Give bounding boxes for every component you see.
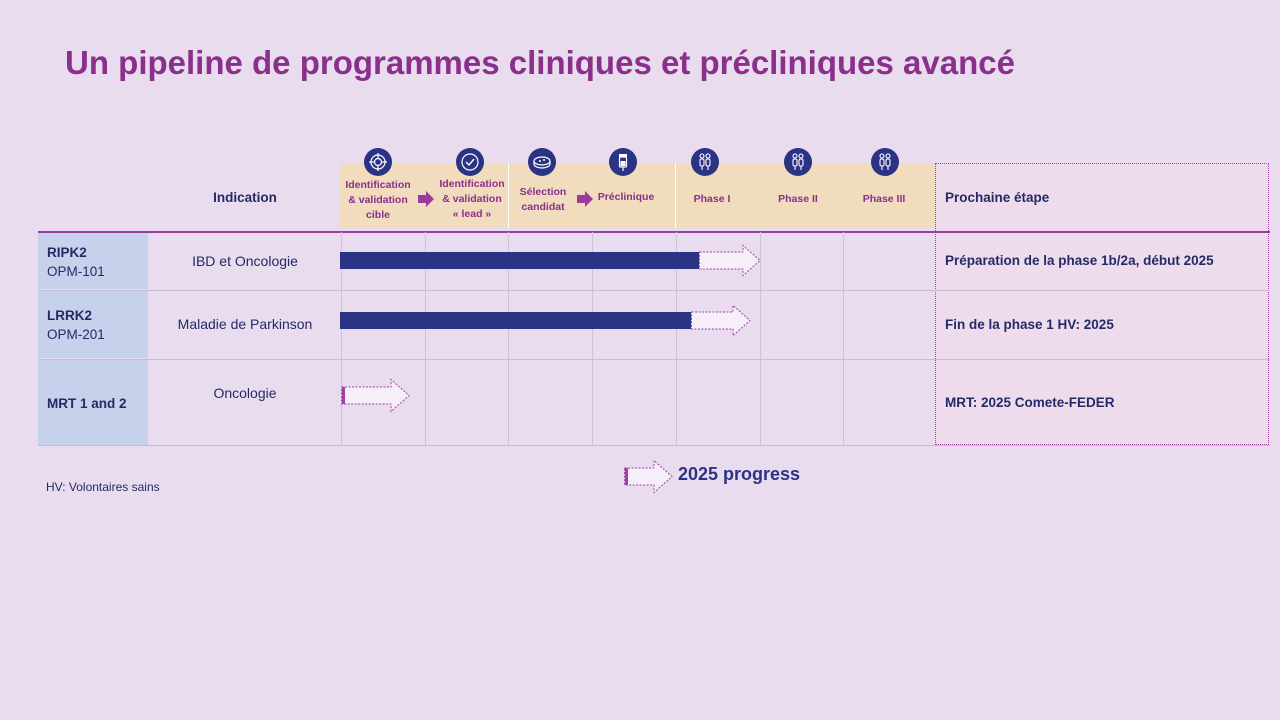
indication-ripk2: IBD et Oncologie xyxy=(192,253,298,269)
hollow-arrow-icon xyxy=(624,459,673,494)
target-icon xyxy=(364,148,392,176)
footnote: HV: Volontaires sains xyxy=(46,480,160,494)
people-icon xyxy=(784,148,812,176)
stage-arrow-icon xyxy=(418,191,434,207)
indication-header: Indication xyxy=(213,190,277,205)
next-step-column xyxy=(935,163,1269,445)
grid-line xyxy=(843,232,844,445)
program-name-cell xyxy=(38,360,148,445)
next-step-ripk2: Préparation de la phase 1b/2a, début 202… xyxy=(945,253,1214,268)
progress-bar-lrrk2 xyxy=(340,312,691,329)
grid-line xyxy=(508,232,509,445)
grid-line xyxy=(676,232,677,445)
stage-label-target-id: Identification & validation cible xyxy=(345,179,411,221)
check-circle-icon xyxy=(456,148,484,176)
page-title: Un pipeline de programmes cliniques et p… xyxy=(65,44,1015,81)
people-icon xyxy=(871,148,899,176)
program-name-lrrk2: LRRK2 OPM-201 xyxy=(47,308,105,342)
program-name-cell xyxy=(38,233,148,289)
stage-label-phase-3: Phase III xyxy=(862,193,906,205)
flask-icon xyxy=(609,148,637,176)
progress-2025-arrow-icon xyxy=(341,378,410,413)
next-step-header: Prochaine étape xyxy=(945,190,1050,205)
petri-dish-icon xyxy=(528,148,556,176)
indication-lrrk2: Maladie de Parkinson xyxy=(177,316,313,332)
stage-label-phase-1: Phase I xyxy=(693,193,731,205)
grid-line xyxy=(760,232,761,445)
stage-label-preclinical: Préclinique xyxy=(597,191,655,203)
grid-line xyxy=(341,232,342,445)
stage-label-lead-id: Identification & validation « lead » xyxy=(439,178,505,220)
program-name-mrt: MRT 1 and 2 xyxy=(47,396,127,411)
grid-line xyxy=(425,232,426,445)
progress-2025-arrow-icon xyxy=(699,244,761,277)
program-name-cell xyxy=(38,291,148,358)
people-icon xyxy=(691,148,719,176)
grid-line xyxy=(592,232,593,445)
stage-divider xyxy=(508,163,509,228)
stage-divider xyxy=(675,163,676,228)
progress-2025-arrow-icon xyxy=(691,304,751,337)
stage-arrow-icon xyxy=(577,191,593,207)
next-step-lrrk2: Fin de la phase 1 HV: 2025 xyxy=(945,317,1114,332)
program-name-ripk2: RIPK2 OPM-101 xyxy=(47,245,105,279)
next-step-mrt: MRT: 2025 Comete-FEDER xyxy=(945,395,1115,410)
row-divider xyxy=(38,445,1270,446)
indication-mrt: Oncologie xyxy=(213,385,277,401)
stage-label-candidate-selection: Sélection candidat xyxy=(519,186,567,213)
row-divider xyxy=(38,290,1270,291)
progress-bar-ripk2 xyxy=(340,252,699,269)
stage-label-phase-2: Phase II xyxy=(778,193,818,205)
legend-label: 2025 progress xyxy=(678,464,801,484)
stage-header-band xyxy=(340,163,935,228)
header-divider xyxy=(38,231,1270,233)
row-divider xyxy=(38,359,1270,360)
